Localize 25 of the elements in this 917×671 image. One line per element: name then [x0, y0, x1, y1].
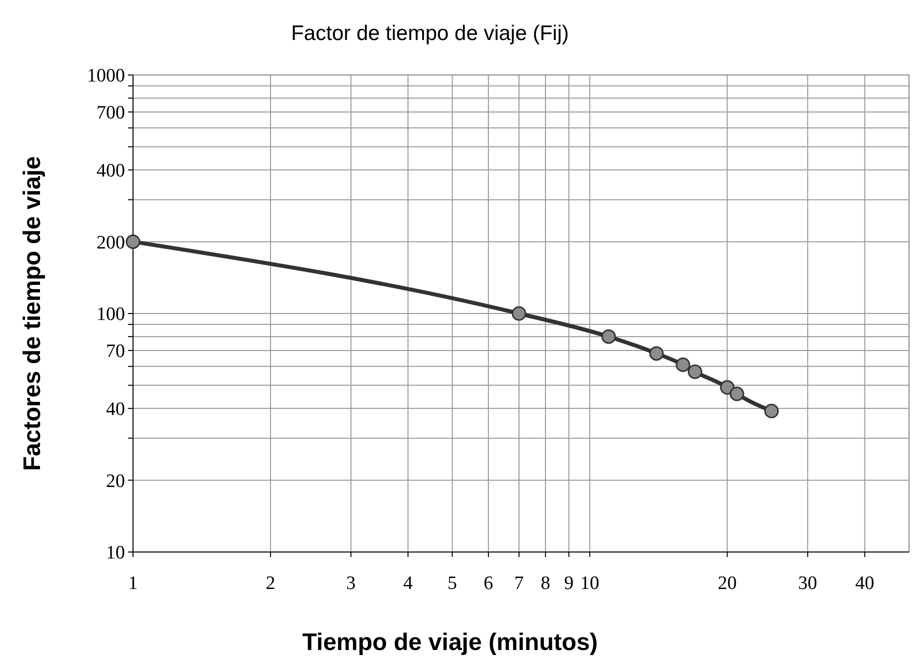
- x-tick-label: 2: [266, 573, 276, 594]
- x-tick-label: 30: [798, 573, 818, 594]
- chart-title: Factor de tiempo de viaje (Fij): [291, 22, 569, 45]
- y-axis-title: Factores de tiempo de viaje: [19, 156, 46, 471]
- y-tick-label: 1000: [87, 66, 125, 87]
- y-tick-label: 10: [106, 542, 125, 564]
- y-tick-label: 40: [106, 399, 125, 420]
- x-tick-label: 7: [514, 573, 524, 594]
- x-tick-label: 20: [718, 573, 737, 594]
- x-tick-label: 4: [403, 573, 414, 594]
- x-tick-label: 40: [855, 573, 874, 594]
- y-tick-label: 20: [106, 470, 125, 492]
- x-tick-label: 10: [580, 573, 600, 594]
- x-axis-title: Tiempo de viaje (minutos): [302, 629, 598, 656]
- x-tick-label: 6: [484, 573, 494, 594]
- x-tick-label: 5: [448, 573, 458, 594]
- y-tick-label: 70: [106, 341, 125, 362]
- x-tick-label: 8: [540, 573, 550, 594]
- x-tick-label: 1: [128, 573, 138, 594]
- y-tick-label: 200: [96, 232, 125, 254]
- x-tick-label: 9: [564, 573, 574, 594]
- y-tick-label: 700: [96, 102, 125, 124]
- y-tick-label: 400: [96, 160, 125, 182]
- x-tick-label: 3: [346, 573, 356, 594]
- y-tick-label: 100: [96, 304, 125, 326]
